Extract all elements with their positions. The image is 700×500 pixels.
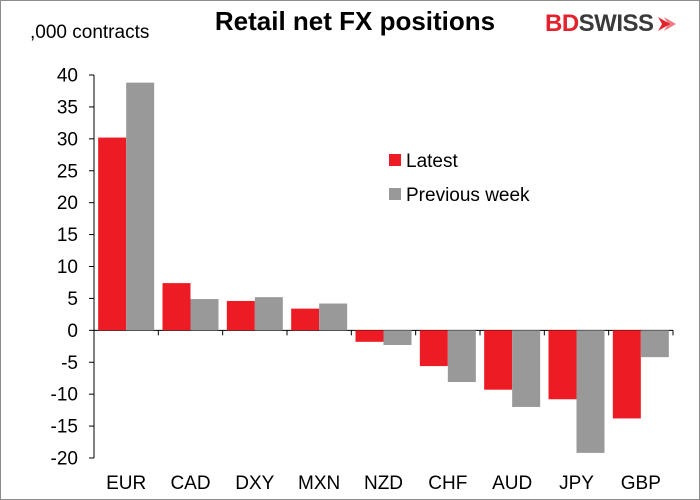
x-category-label: CAD — [170, 473, 210, 494]
chevron-arrow-icon — [657, 17, 676, 31]
x-category-label: JPY — [559, 473, 594, 494]
x-category-label: AUD — [492, 473, 532, 494]
legend-label: Latest — [406, 151, 458, 172]
y-tick-label: 5 — [67, 289, 78, 310]
y-tick-label: 20 — [57, 193, 78, 214]
bar-latest-mxn — [291, 308, 320, 331]
bar-latest-aud — [484, 330, 513, 390]
bar-previous-week-chf — [447, 330, 476, 383]
bar-latest-cad — [162, 283, 191, 331]
bar-latest-chf — [419, 330, 448, 367]
ticks-group: 40 35 30 25 20 15 10 5 0 -5 -10 -15 -20 EUR CAD DXY MXN N… — [51, 66, 661, 495]
y-tick-label: -15 — [51, 417, 78, 438]
y-tick-label: 40 — [57, 66, 78, 87]
y-tick-label: 10 — [57, 257, 78, 278]
y-tick-label: -5 — [61, 353, 78, 374]
bar-latest-eur — [98, 137, 127, 331]
bdswiss-logo: BD SWISS — [545, 9, 678, 39]
bar-previous-week-cad — [190, 299, 219, 331]
legend: Latest Previous week — [389, 151, 530, 206]
y-tick-label: 30 — [57, 129, 78, 150]
bar-previous-week-aud — [512, 330, 541, 407]
logo-text-bd: BD — [545, 10, 579, 37]
bar-latest-nzd — [355, 330, 384, 342]
x-category-label: CHF — [428, 473, 467, 494]
x-category-label: MXN — [298, 473, 340, 494]
legend-label: Previous week — [406, 185, 530, 206]
y-tick-label: 0 — [67, 321, 78, 342]
x-category-label: EUR — [106, 473, 146, 494]
bar-previous-week-gbp — [640, 330, 669, 358]
y-tick-label: 25 — [57, 161, 78, 182]
y-tick-label: 15 — [57, 225, 78, 246]
bar-latest-gbp — [612, 330, 641, 419]
bar-previous-week-jpy — [576, 330, 605, 453]
bar-previous-week-eur — [126, 82, 155, 331]
bar-latest-dxy — [226, 300, 255, 331]
y-tick-label: 35 — [57, 97, 78, 118]
x-category-label: NZD — [364, 473, 403, 494]
bar-previous-week-dxy — [254, 297, 283, 331]
bars-group — [98, 82, 669, 453]
logo-text-swiss: SWISS — [578, 10, 654, 37]
y-tick-label: -10 — [51, 385, 78, 406]
legend-swatch — [389, 154, 401, 166]
x-category-label: GBP — [621, 473, 661, 494]
chart-title: Retail net FX positions — [214, 6, 496, 36]
bar-previous-week-mxn — [319, 303, 348, 331]
bar-latest-jpy — [548, 330, 577, 400]
legend-swatch — [389, 188, 401, 200]
x-category-label: DXY — [235, 473, 274, 494]
y-tick-label: -20 — [51, 449, 78, 470]
y-axis-unit-label: ,000 contracts — [30, 22, 150, 43]
bar-previous-week-nzd — [383, 330, 412, 346]
